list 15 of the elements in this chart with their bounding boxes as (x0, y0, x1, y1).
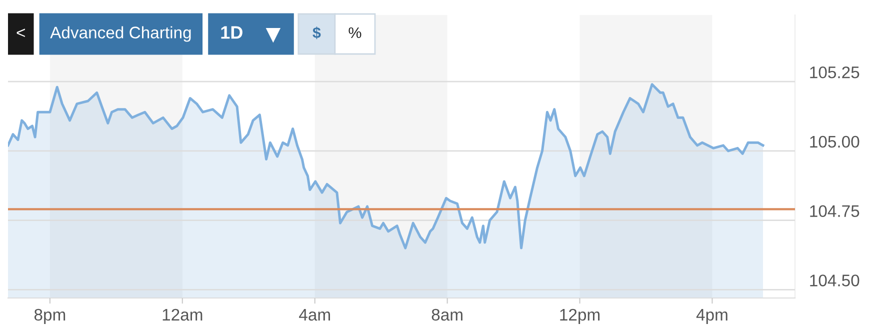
x-tick-label: 12pm (560, 308, 600, 324)
annotation: 1D (221, 26, 242, 39)
y-tick-label: 104.50 (810, 274, 860, 286)
y-tick-label: 105.00 (810, 136, 860, 148)
y-tick-label: 105.25 (810, 66, 860, 78)
annotation: < (16, 28, 25, 38)
annotation: $ (312, 26, 321, 40)
x-tick-label: 12am (162, 308, 202, 321)
x-tick-label: 4am (299, 309, 330, 321)
x-tick-label: 8pm (34, 308, 66, 324)
y-tick-label: 104.75 (810, 205, 860, 218)
x-tick-label: 4pm (696, 309, 728, 324)
x-tick-label: 8am (432, 308, 462, 321)
annotation: Advanced Charting (50, 26, 191, 42)
annotation: % (348, 27, 362, 38)
